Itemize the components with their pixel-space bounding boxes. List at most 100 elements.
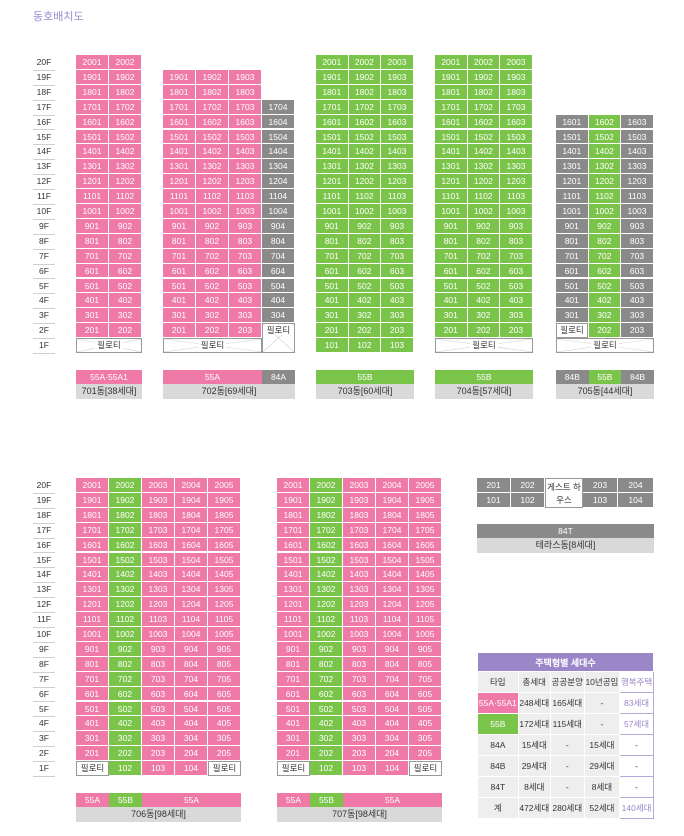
unit-cell: 1102 (310, 612, 343, 627)
unit-cell: 1502 (348, 129, 382, 145)
floor-label: 15F (33, 130, 55, 146)
unit-cell: 1402 (109, 144, 142, 160)
unit-cell: 2002 (310, 478, 343, 493)
floor-text: 11F (36, 191, 52, 202)
unit-cell: 2003 (343, 478, 376, 493)
unit-cell: 301 (316, 308, 349, 324)
unit-cell: 1903 (381, 69, 414, 85)
unit-cell: 1802 (109, 84, 142, 100)
floor-label: 12F (33, 174, 55, 191)
unit-cell: 802 (196, 233, 229, 249)
unit-cell: 401 (163, 293, 196, 309)
unit-cell: 302 (109, 308, 142, 324)
unit-cell: 604 (262, 263, 295, 279)
summary-total: 52세대 (583, 797, 621, 819)
floor-label: 16F (33, 538, 55, 554)
unit-cell: 505 (409, 701, 442, 717)
unit-cell: 301 (556, 308, 589, 324)
unit-cell: 704 (175, 671, 208, 687)
unit-cell: 701 (556, 248, 589, 264)
unit-cell: 1403 (500, 144, 533, 160)
unit-cell: 803 (229, 233, 262, 249)
unit-cell: 501 (163, 278, 196, 294)
unit-cell: 1303 (621, 159, 654, 175)
floor-text: 3F (39, 310, 49, 321)
unit-cell: 2002 (109, 478, 142, 493)
unit-cell: 702 (588, 248, 622, 264)
unit-cell: 1501 (76, 129, 109, 145)
type-label: 55A (76, 793, 109, 807)
unit-cell: 1804 (175, 507, 208, 523)
unit-cell: 1802 (467, 84, 501, 100)
unit-cell: 1504 (376, 552, 409, 568)
unit-cell: 903 (621, 218, 654, 234)
floor-text: 6F (39, 688, 49, 699)
unit-cell: 1703 (381, 99, 414, 115)
unit-cell: 1201 (76, 174, 109, 190)
unit-cell: 1401 (163, 144, 196, 160)
summary-cell: 15세대 (583, 734, 621, 756)
unit-cell: 1305 (208, 582, 241, 598)
unit-cell: 1003 (621, 204, 654, 219)
unit-cell: 1103 (142, 612, 175, 627)
unit-cell: 502 (310, 701, 343, 717)
floor-text: 5F (39, 703, 49, 714)
unit-cell: 1003 (142, 627, 175, 642)
summary-cell: 172세대 (517, 713, 551, 735)
unit-cell: 1403 (381, 144, 414, 160)
unit-cell: 1201 (316, 174, 349, 190)
summary-title: 주택형별 세대수 (477, 652, 654, 672)
unit-cell: 702 (310, 671, 343, 687)
unit-cell: 705 (409, 671, 442, 687)
unit-cell: 701 (277, 671, 310, 687)
summary-total: 140세대 (619, 797, 654, 819)
unit-cell: 503 (621, 278, 654, 294)
unit-cell: 901 (163, 218, 196, 234)
unit-cell: 1005 (208, 627, 241, 642)
unit-cell: 801 (76, 233, 109, 249)
unit-cell: 104 (618, 493, 654, 508)
unit-cell: 502 (109, 701, 142, 717)
summary-cell: 115세대 (549, 713, 585, 735)
unit-cell: 1801 (277, 507, 310, 523)
unit-cell: 102 (109, 761, 142, 776)
type-label: 55A (142, 793, 241, 807)
unit-cell: 501 (277, 701, 310, 717)
unit-cell: 1401 (76, 567, 109, 583)
unit-cell: 901 (316, 218, 349, 234)
unit-cell: 1001 (163, 204, 196, 219)
floor-label: 11F (33, 612, 55, 628)
unit-cell: 402 (588, 293, 622, 309)
unit-cell: 1101 (163, 189, 196, 204)
unit-cell: 1605 (409, 537, 442, 553)
unit-cell: 1702 (348, 99, 382, 115)
unit-cell: 1604 (376, 537, 409, 553)
unit-cell: 602 (109, 686, 142, 702)
unit-cell: 1301 (556, 159, 589, 175)
unit-cell: 305 (208, 731, 241, 747)
unit-cell: 1101 (76, 612, 109, 627)
unit-cell: 502 (588, 278, 622, 294)
unit-cell: 303 (142, 731, 175, 747)
unit-cell: 1001 (76, 627, 109, 642)
type-label: 55B (109, 793, 142, 807)
unit-cell: 1301 (76, 159, 109, 175)
unit-cell: 1302 (109, 159, 142, 175)
unit-cell: 901 (76, 218, 109, 234)
unit-cell: 703 (381, 248, 414, 264)
unit-cell: 501 (316, 278, 349, 294)
unit-cell: 1103 (343, 612, 376, 627)
unit-cell: 1403 (621, 144, 654, 160)
unit-cell: 1802 (196, 84, 229, 100)
unit-cell: 1104 (376, 612, 409, 627)
unit-cell: 203 (381, 323, 414, 339)
unit-cell: 1302 (109, 582, 142, 598)
unit-cell: 1302 (348, 159, 382, 175)
unit-cell: 1403 (343, 567, 376, 583)
unit-cell: 1603 (142, 537, 175, 553)
unit-cell: 803 (381, 233, 414, 249)
unit-cell: 802 (109, 656, 142, 672)
floor-text: 13F (36, 584, 52, 595)
unit-cell: 2003 (500, 55, 533, 70)
unit-cell: 502 (348, 278, 382, 294)
